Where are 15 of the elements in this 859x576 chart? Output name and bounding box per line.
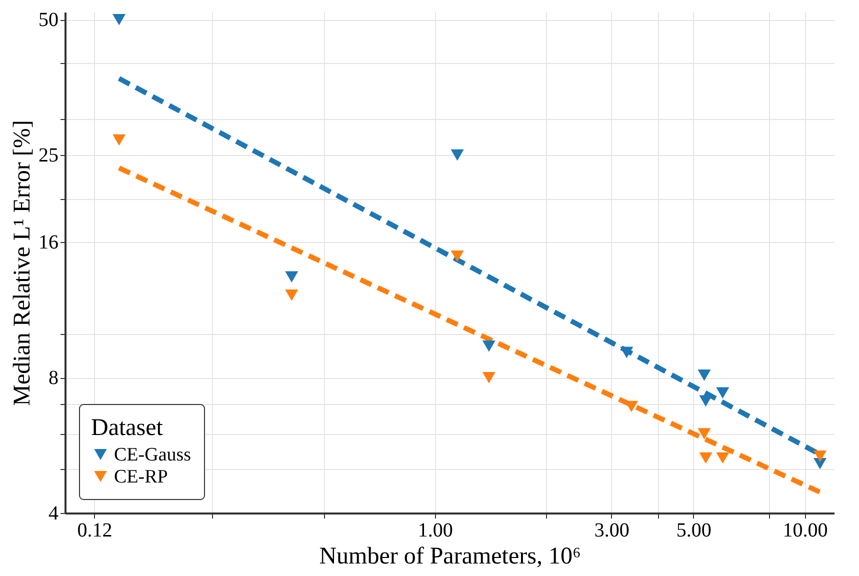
y-tick-label: 8 [48, 367, 58, 390]
x-tick-label: 10.00 [782, 520, 828, 542]
x-axis-title: Number of Parameters, 10⁶ [319, 544, 581, 570]
x-tick-label: 3.00 [594, 520, 630, 542]
legend-label: CE-Gauss [114, 444, 192, 466]
x-tick-label: 5.00 [676, 520, 712, 542]
y-axis-title: Median Relative L¹ Error [%] [10, 120, 36, 406]
y-tick-label: 4 [48, 502, 58, 524]
x-tick-label: 1.00 [418, 520, 453, 542]
x-tick-label: 0.12 [77, 520, 112, 542]
y-tick-label: 25 [38, 144, 58, 167]
y-tick-label: 50 [38, 9, 58, 32]
y-tick-label: 16 [38, 232, 58, 254]
legend-label: CE-RP [114, 466, 168, 488]
legend-title: Dataset [91, 415, 164, 441]
